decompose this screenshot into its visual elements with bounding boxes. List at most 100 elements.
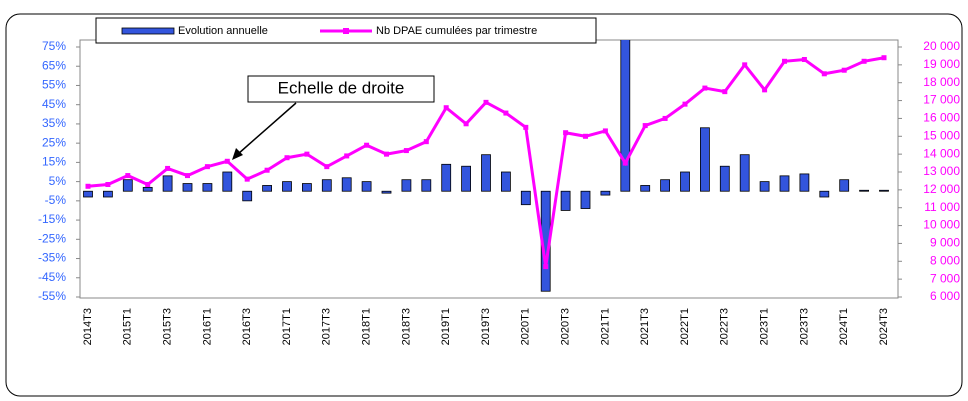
- bar: [282, 181, 292, 192]
- y-tick-label: -25%: [38, 231, 66, 245]
- line-marker: [324, 164, 330, 170]
- x-tick-label: 2018T3: [400, 308, 412, 345]
- line-marker: [642, 123, 648, 129]
- line-marker: [702, 85, 708, 91]
- line-marker: [543, 264, 549, 270]
- bar: [162, 175, 173, 192]
- chart-frame: [5, 13, 963, 397]
- y2-tick-label: 17 000: [923, 93, 960, 107]
- y2-tick-label: 9 000: [930, 236, 960, 250]
- line-marker: [145, 182, 151, 187]
- bar: [739, 154, 750, 192]
- x-tick-label: 2022T3: [719, 308, 731, 345]
- x-tick-label: 2017T3: [321, 308, 333, 345]
- y-tick-label: 55%: [42, 78, 66, 92]
- line-marker: [662, 115, 668, 121]
- line-marker: [841, 67, 847, 73]
- y-tick-label: -5%: [45, 193, 67, 207]
- bar: [202, 183, 213, 192]
- line-marker: [344, 153, 350, 159]
- y2-tick-label: 16 000: [923, 111, 960, 125]
- y2-tick-label: 11 000: [924, 200, 960, 214]
- line-marker: [165, 165, 171, 171]
- y-tick-label: 5%: [49, 174, 67, 188]
- bar: [719, 165, 730, 192]
- line-marker: [602, 128, 608, 134]
- line-marker: [105, 182, 111, 187]
- legend-label: Evolution annuelle: [178, 25, 268, 37]
- bar: [341, 177, 352, 192]
- y-tick-label: 45%: [42, 97, 66, 111]
- bar: [819, 190, 830, 198]
- bar: [142, 186, 153, 192]
- line-marker: [782, 58, 787, 64]
- x-tick-label: 2024T3: [878, 308, 890, 345]
- y2-tick-label: 19 000: [923, 57, 960, 71]
- bar: [879, 189, 889, 192]
- line-marker: [264, 167, 270, 173]
- line-marker: [244, 176, 250, 182]
- y2-tick-label: 14 000: [923, 146, 960, 160]
- line-marker: [85, 183, 91, 189]
- line-marker: [563, 130, 569, 136]
- x-tick-label: 2019T3: [480, 308, 492, 345]
- bar: [301, 183, 312, 192]
- line-marker: [463, 121, 469, 127]
- y2-tick-label: 12 000: [923, 182, 960, 196]
- line-marker: [861, 58, 867, 64]
- bar: [799, 173, 810, 192]
- bar: [361, 181, 372, 192]
- annotation: Echelle de droite: [278, 78, 405, 97]
- bar: [421, 179, 432, 192]
- bar: [222, 171, 233, 192]
- line-marker: [742, 62, 748, 68]
- x-tick-label: 2016T3: [241, 308, 253, 345]
- x-tick-label: 2017T1: [281, 308, 293, 345]
- line-marker: [284, 155, 290, 161]
- bar: [401, 179, 412, 192]
- bar: [83, 190, 93, 198]
- x-tick-label: 2023T1: [759, 308, 771, 345]
- bar: [500, 171, 511, 192]
- x-tick-label: 2024T1: [838, 308, 850, 345]
- bar: [481, 154, 491, 192]
- line-marker: [523, 124, 529, 130]
- y2-tick-label: 13 000: [923, 164, 960, 178]
- x-tick-label: 2018T1: [361, 308, 373, 345]
- bar: [779, 175, 790, 192]
- bar: [441, 163, 452, 192]
- legend-label: Nb DPAE cumulées par trimestre: [376, 25, 537, 37]
- line-marker: [403, 148, 409, 154]
- y-tick-label: -35%: [38, 251, 66, 265]
- x-tick-label: 2020T3: [560, 308, 572, 345]
- line-marker: [423, 139, 429, 145]
- bar: [660, 179, 670, 192]
- y2-tick-label: 20 000: [923, 39, 960, 53]
- line-marker: [503, 110, 509, 116]
- y2-tick-label: 7 000: [930, 271, 960, 285]
- line-marker: [762, 87, 768, 93]
- annotation-arrowhead: [232, 148, 243, 160]
- bar: [839, 179, 850, 192]
- x-tick-label: 2023T3: [798, 308, 810, 345]
- legend-swatch: [121, 27, 175, 35]
- bar: [700, 127, 710, 192]
- line-marker: [224, 158, 230, 164]
- bar: [580, 190, 591, 209]
- line-marker: [304, 151, 310, 157]
- y-tick-label: -15%: [38, 212, 66, 226]
- bar: [381, 190, 392, 194]
- x-tick-label: 2016T1: [201, 308, 213, 345]
- bar: [560, 190, 571, 211]
- bar: [759, 181, 770, 192]
- x-tick-label: 2019T1: [440, 308, 452, 345]
- x-tick-label: 2015T1: [122, 308, 134, 345]
- bar: [262, 185, 273, 192]
- y-tick-label: -45%: [38, 270, 66, 284]
- x-tick-label: 2022T1: [679, 308, 691, 345]
- annotation-arrow: [237, 102, 297, 155]
- legend-swatch-marker: [343, 28, 349, 34]
- y-tick-label: 65%: [42, 58, 66, 72]
- line-marker: [881, 55, 887, 61]
- y-tick-label: 15%: [42, 155, 66, 169]
